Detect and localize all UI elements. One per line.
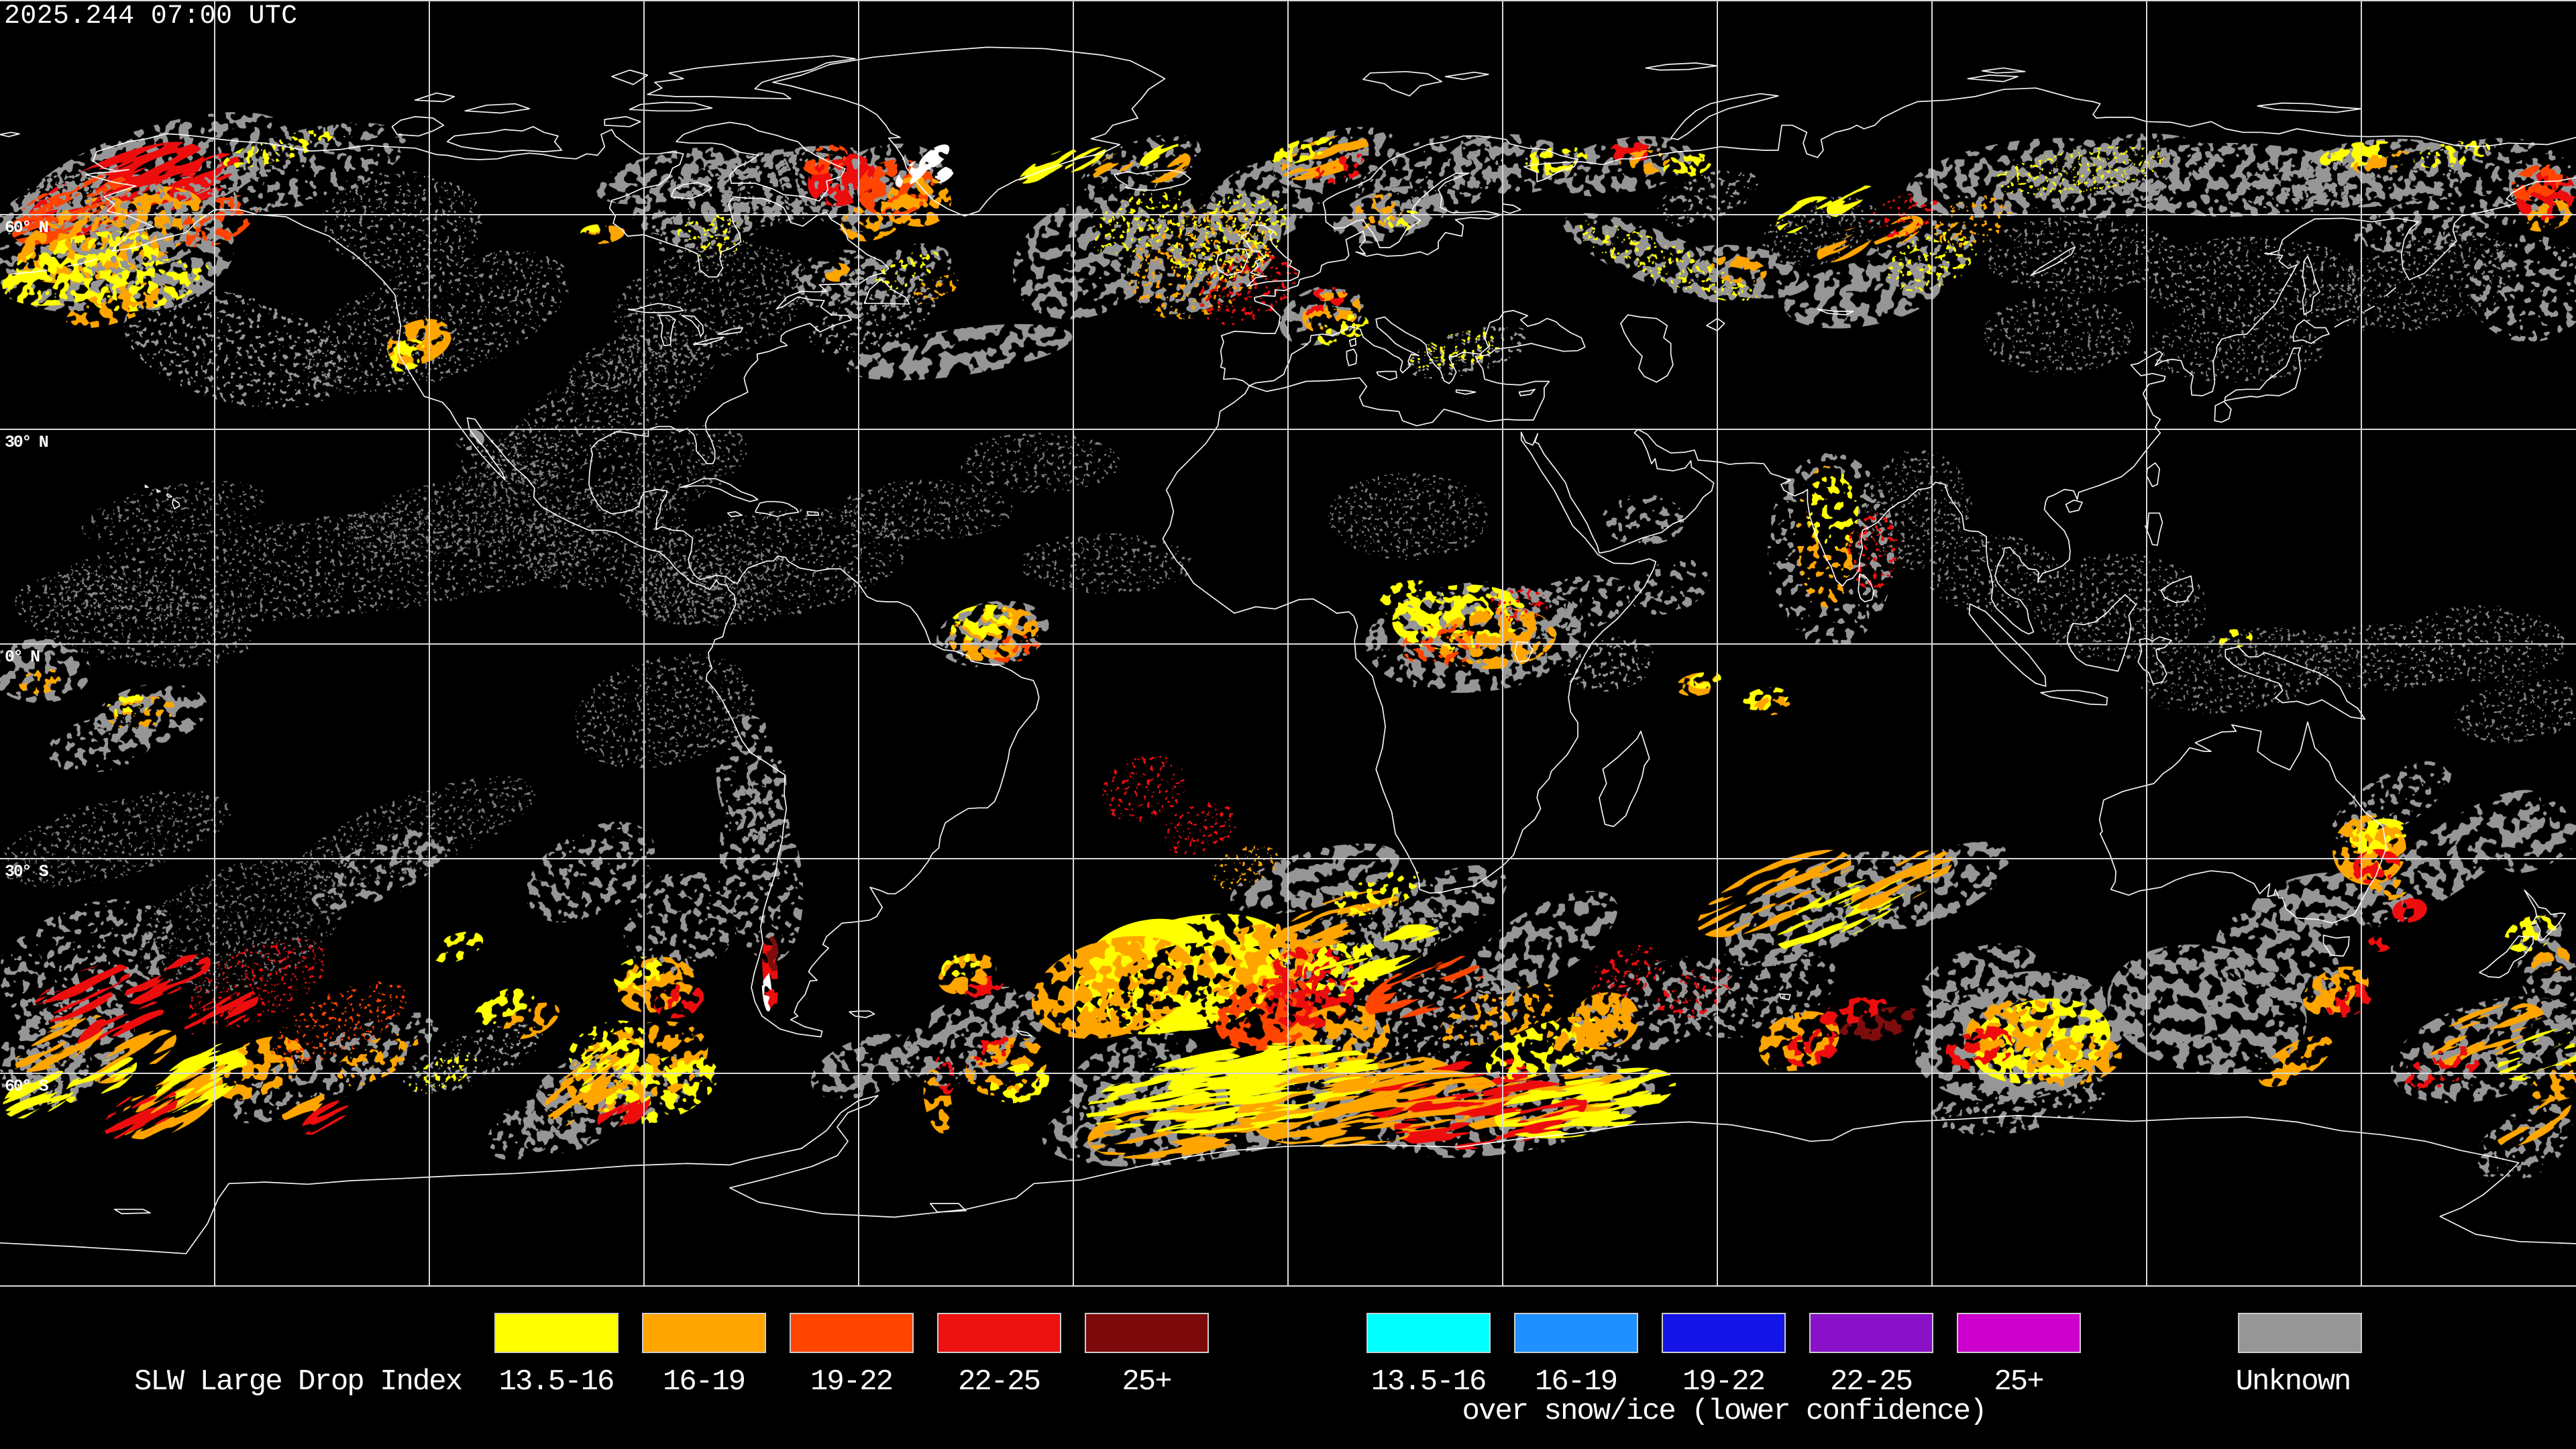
svg-text:25+: 25+	[1994, 1365, 2043, 1399]
svg-text:30° N: 30° N	[5, 433, 48, 452]
svg-text:60° S: 60° S	[5, 1077, 49, 1096]
svg-text:0° N: 0° N	[5, 647, 40, 667]
svg-text:25+: 25+	[1122, 1365, 1171, 1399]
svg-text:30° S: 30° S	[5, 862, 49, 881]
svg-text:SLW Large Drop Index: SLW Large Drop Index	[134, 1365, 462, 1399]
svg-text:Unknown: Unknown	[2236, 1365, 2351, 1399]
svg-text:over snow/ice (lower confidenc: over snow/ice (lower confidence)	[1462, 1395, 1986, 1428]
svg-text:2025.244 07:00 UTC: 2025.244 07:00 UTC	[4, 1, 297, 32]
svg-text:19-22: 19-22	[1682, 1365, 1764, 1399]
svg-text:16-19: 16-19	[663, 1365, 745, 1399]
svg-text:16-19: 16-19	[1535, 1365, 1617, 1399]
svg-text:60° N: 60° N	[5, 218, 48, 237]
svg-text:13.5-16: 13.5-16	[499, 1365, 614, 1399]
svg-text:19-22: 19-22	[810, 1365, 892, 1399]
svg-text:22-25: 22-25	[958, 1365, 1040, 1399]
svg-text:13.5-16: 13.5-16	[1371, 1365, 1486, 1399]
svg-text:22-25: 22-25	[1830, 1365, 1912, 1399]
